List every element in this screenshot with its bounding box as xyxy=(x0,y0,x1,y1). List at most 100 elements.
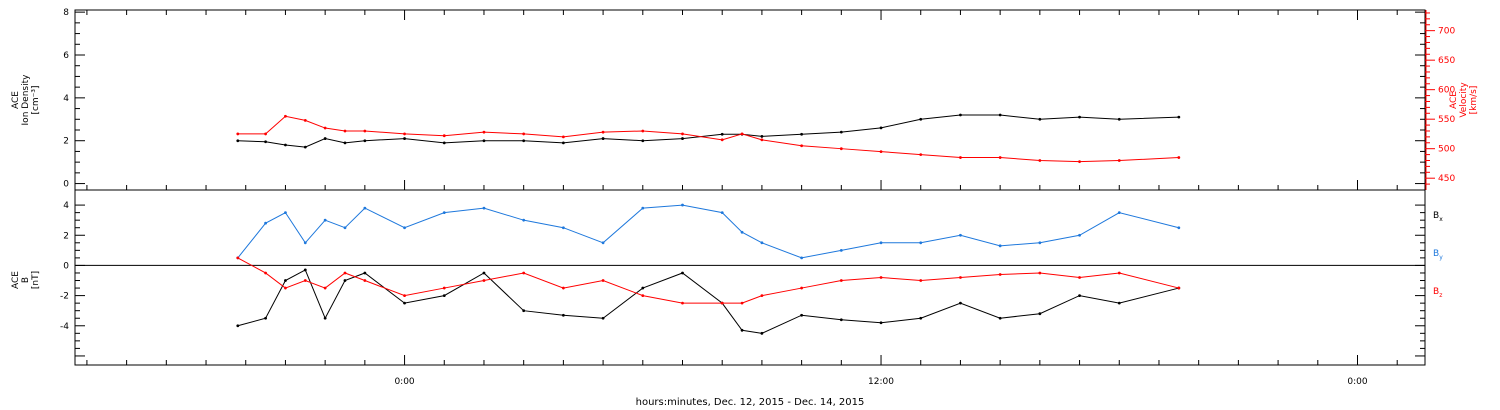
top-ion-density-point xyxy=(264,140,267,144)
legend-bx: Bx xyxy=(1433,211,1443,223)
bottom-bz-point xyxy=(1117,271,1121,275)
bottom-bx-point xyxy=(601,316,605,320)
top-velocity-point xyxy=(740,132,744,136)
bottom-panel-frame xyxy=(74,189,1426,366)
top-ion-density-point xyxy=(919,117,923,121)
bottom-bx-point xyxy=(442,294,446,298)
bottom-by-point xyxy=(303,241,307,245)
bottom-bx-point xyxy=(959,301,962,305)
bottom-bz-point xyxy=(998,273,1002,276)
y-tick-label-left-top: 6 xyxy=(63,51,69,61)
top-velocity-point xyxy=(403,132,406,136)
bottom-bx-point xyxy=(264,316,267,320)
top-velocity-point xyxy=(1177,156,1181,159)
legend-bz-subscript: z xyxy=(1439,292,1442,299)
top-velocity-point xyxy=(442,134,446,138)
y-tick-label-left-top: 8 xyxy=(63,8,69,18)
bottom-bz-point xyxy=(839,279,843,282)
top-velocity-point xyxy=(363,129,367,133)
y-tick-label-right-top: 500 xyxy=(1438,145,1455,155)
top-ion-density-point xyxy=(1117,117,1121,121)
bottom-bz-point xyxy=(236,256,240,260)
bottom-bz-point xyxy=(641,294,645,298)
bottom-by-point xyxy=(561,226,565,230)
bottom-by-point xyxy=(343,226,347,230)
bottom-bx-point xyxy=(919,316,923,320)
bottom-bz-point xyxy=(1078,276,1081,279)
top-ion-density-point xyxy=(998,113,1002,117)
bottom-bx-point xyxy=(482,271,486,275)
top-velocity-point xyxy=(998,156,1002,159)
x-axis-title: hours:minutes, Dec. 12, 2015 - Dec. 14, … xyxy=(636,397,865,408)
bottom-by-point xyxy=(879,241,883,245)
top-velocity-point xyxy=(522,132,526,136)
bottom-bz-point xyxy=(879,276,883,279)
y-tick-label-left-top: 0 xyxy=(63,180,69,190)
x-tick-label: 0:00 xyxy=(394,377,414,387)
y-axis-title-velocity-line: [km/s] xyxy=(1469,86,1479,115)
top-velocity-point xyxy=(303,118,307,122)
top-velocity-point xyxy=(1078,160,1081,164)
bottom-by-point xyxy=(264,221,267,225)
top-ion-density-point xyxy=(303,145,307,149)
top-ion-density-point xyxy=(236,139,240,143)
bottom-by-point xyxy=(323,218,327,222)
bottom-bz-point xyxy=(1177,286,1181,290)
y-tick-label-right-top: 600 xyxy=(1438,86,1455,96)
bottom-by-point xyxy=(1038,241,1042,245)
bottom-bx-point xyxy=(343,279,347,282)
top-velocity-point xyxy=(482,130,486,134)
bottom-bz-point xyxy=(343,271,347,275)
bottom-bx-point xyxy=(1038,312,1042,316)
bottom-bz-point xyxy=(363,279,367,282)
bottom-bz-point xyxy=(264,271,267,275)
bottom-bx-point xyxy=(303,268,307,272)
y-axis-title-density-line: Ion Density xyxy=(21,74,31,126)
top-ion-density-point xyxy=(561,141,565,145)
bottom-bx-point xyxy=(403,301,406,305)
bottom-by-point xyxy=(959,233,962,237)
top-velocity-point xyxy=(959,156,962,159)
bottom-bz-point xyxy=(403,294,406,298)
bottom-bx-point xyxy=(740,328,744,332)
top-ion-density-point xyxy=(959,113,962,117)
top-ion-density-point xyxy=(522,139,526,143)
legend-bx-subscript: x xyxy=(1439,216,1443,223)
bottom-bz-line xyxy=(237,257,1179,304)
top-ion-density-point xyxy=(760,135,764,138)
top-ion-density-point xyxy=(1038,117,1042,121)
top-velocity-point xyxy=(800,144,804,148)
bottom-bx-point xyxy=(681,271,684,275)
bottom-bz-point xyxy=(442,286,446,290)
top-ion-density-point xyxy=(343,141,347,145)
y-tick-label-right-top: 700 xyxy=(1438,27,1455,37)
top-ion-density-point xyxy=(720,132,724,136)
top-ion-density-point xyxy=(641,139,645,143)
top-ion-density-point xyxy=(1078,115,1081,119)
bottom-bx-point xyxy=(1078,294,1081,298)
y-tick-label-left-top: 2 xyxy=(63,137,69,147)
top-ion-density-point xyxy=(284,143,287,147)
bottom-bx-point xyxy=(998,316,1002,320)
bottom-bx-point xyxy=(839,318,843,322)
top-velocity-point xyxy=(236,132,240,136)
top-ion-density-point xyxy=(442,141,446,145)
y-axis-title-b-line: ACE xyxy=(11,271,21,289)
bottom-bz-point xyxy=(303,279,307,282)
bottom-bx-point xyxy=(561,313,565,317)
top-velocity-point xyxy=(760,138,764,142)
top-ion-density-point xyxy=(601,137,605,140)
bottom-by-point xyxy=(720,211,724,215)
bottom-bz-point xyxy=(919,279,923,282)
bottom-bx-point xyxy=(284,279,287,282)
y-axis-title-b-line: B xyxy=(21,277,31,283)
top-velocity-point xyxy=(720,138,724,142)
top-ion-density-point xyxy=(681,137,684,140)
y-tick-label-right-top: 550 xyxy=(1438,115,1455,125)
y-axis-title-density: ACE Ion Density [cm⁻³] xyxy=(11,74,41,126)
bottom-by-point xyxy=(1078,233,1081,237)
top-ion-density-point xyxy=(839,130,843,134)
bottom-by-point xyxy=(482,206,486,210)
y-axis-title-b: ACE B [nT] xyxy=(11,271,41,289)
bottom-by-line xyxy=(237,204,1179,259)
